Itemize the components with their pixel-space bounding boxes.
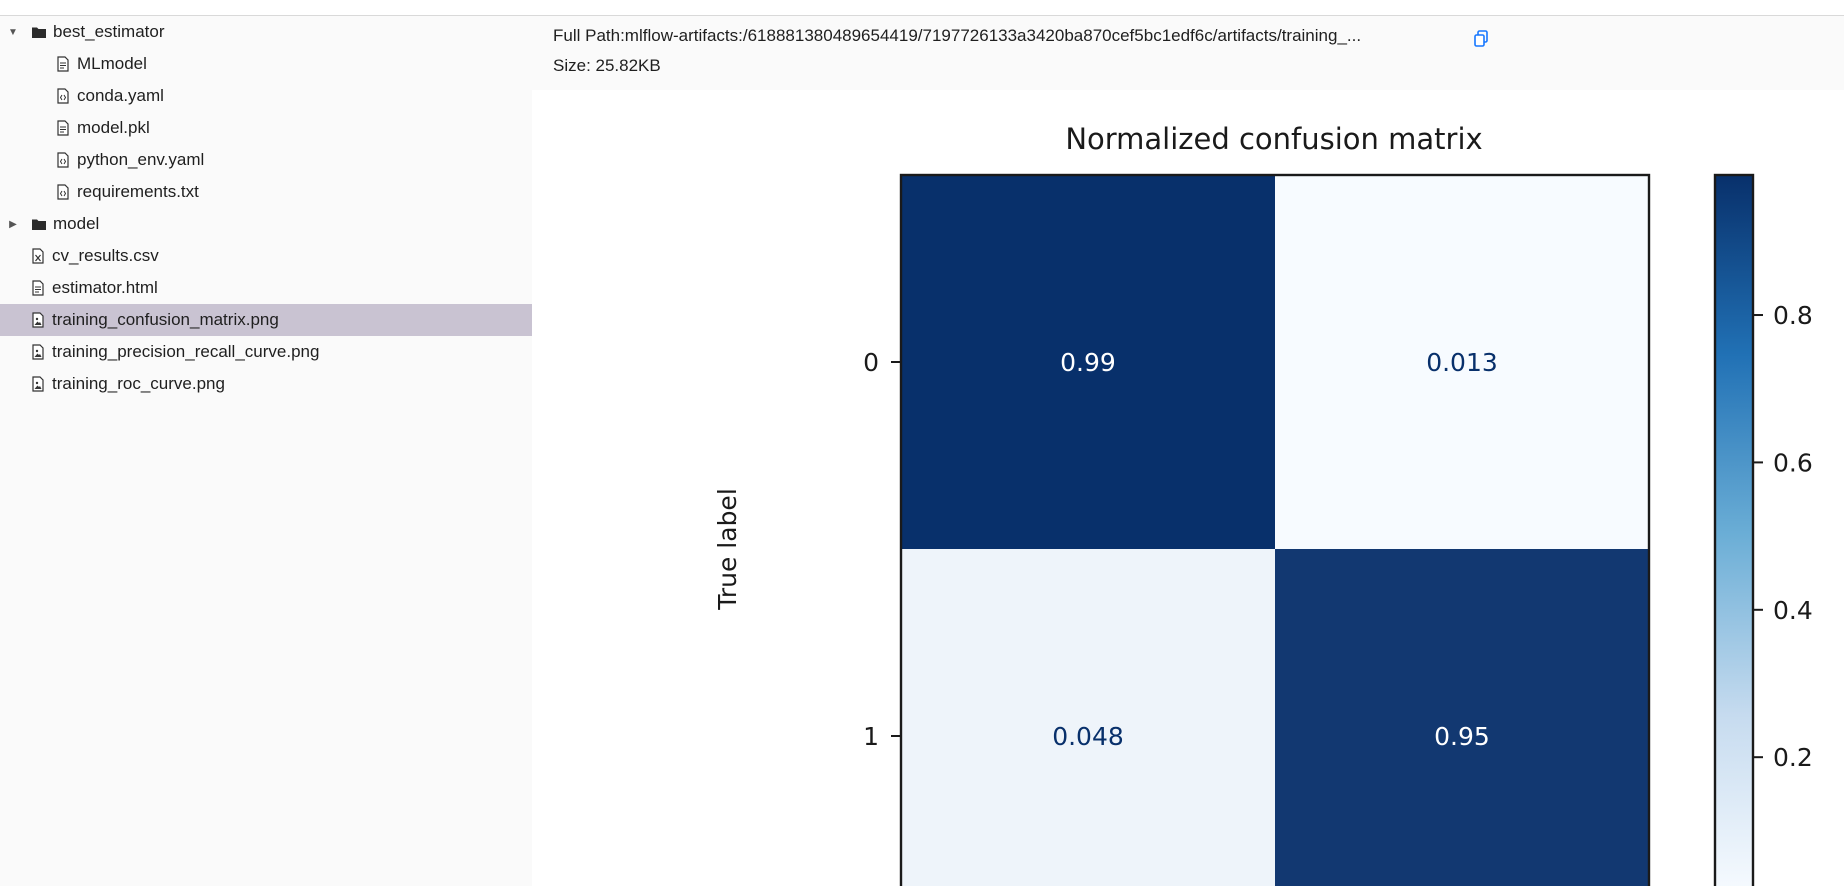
y-tick-label: 0	[863, 348, 879, 377]
colorbar-tick-label: 0.6	[1773, 448, 1813, 477]
tree-file-2[interactable]: conda.yaml	[0, 80, 532, 112]
tree-file-3[interactable]: model.pkl	[0, 112, 532, 144]
tree-file-10[interactable]: training_precision_recall_curve.png	[0, 336, 532, 368]
top-divider	[0, 15, 1844, 16]
matrix-frame	[899, 173, 1651, 891]
colorbar-tick-label: 0.2	[1773, 743, 1813, 772]
artifact-full-path: Full Path:mlflow-artifacts:/618881380489…	[553, 26, 1362, 45]
file-code-icon	[55, 144, 71, 176]
tree-item-label: python_env.yaml	[77, 150, 205, 169]
cell-value-label: 0.99	[1060, 348, 1116, 377]
file-text-icon	[30, 272, 46, 304]
confusion-matrix-chart: Normalized confusion matrix 0.99 0.013 0.0…	[713, 122, 1813, 891]
tree-item-label: training_roc_curve.png	[52, 374, 225, 393]
file-text-icon	[55, 48, 71, 80]
tree-file-8[interactable]: estimator.html	[0, 272, 532, 304]
file-image-icon	[30, 368, 46, 400]
colorbar-tick-label: 0.4	[1773, 596, 1813, 625]
tree-item-label: best_estimator	[53, 22, 165, 41]
colorbar	[1713, 173, 1755, 891]
cell-value-label: 0.013	[1426, 348, 1498, 377]
y-axis-label: True label	[713, 488, 742, 611]
cell-value-label: 0.048	[1052, 722, 1124, 751]
tree-item-label: estimator.html	[52, 278, 158, 297]
tree-item-label: requirements.txt	[77, 182, 199, 201]
file-excel-icon	[30, 240, 46, 272]
cell-value-label: 0.95	[1434, 722, 1490, 751]
file-image-icon	[30, 336, 46, 368]
tree-item-label: cv_results.csv	[52, 246, 159, 265]
tree-file-4[interactable]: python_env.yaml	[0, 144, 532, 176]
tree-item-label: training_precision_recall_curve.png	[52, 342, 320, 361]
image-preview: Normalized confusion matrix 0.99 0.013 0.0…	[532, 90, 1844, 891]
caret-right-icon[interactable]: ▶	[9, 218, 17, 230]
file-code-icon	[55, 80, 71, 112]
tree-file-11[interactable]: training_roc_curve.png	[0, 368, 532, 400]
y-tick-label: 1	[863, 722, 879, 751]
tree-item-label: MLmodel	[77, 54, 147, 73]
chart-title: Normalized confusion matrix	[1065, 122, 1482, 156]
file-image-icon	[30, 304, 46, 336]
caret-down-icon[interactable]: ▼	[8, 26, 18, 38]
colorbar-tick-label: 0.8	[1773, 301, 1813, 330]
tree-item-label: model	[53, 214, 100, 233]
tree-file-7[interactable]: cv_results.csv	[0, 240, 532, 272]
artifact-size: Size: 25.82KB	[553, 56, 661, 75]
tree-item-label: training_confusion_matrix.png	[52, 310, 279, 329]
artifact-tree: ▼ best_estimator MLmodel conda.yaml model.pk…	[0, 16, 532, 886]
tree-file-1[interactable]: MLmodel	[0, 48, 532, 80]
folder-icon	[31, 208, 47, 240]
artifact-info-bar: Full Path:mlflow-artifacts:/618881380489…	[532, 16, 1844, 90]
matrix-cell-0-1	[1275, 175, 1649, 549]
tree-item-label: conda.yaml	[77, 86, 164, 105]
copy-icon[interactable]	[1473, 30, 1489, 48]
matrix-cell-1-0	[901, 549, 1275, 891]
tree-file-5[interactable]: requirements.txt	[0, 176, 532, 208]
tree-file-9[interactable]: training_confusion_matrix.png	[0, 304, 532, 336]
file-text-icon	[55, 112, 71, 144]
tree-folder-6[interactable]: ▶ model	[0, 208, 532, 240]
folder-icon	[31, 16, 47, 48]
tree-item-label: model.pkl	[77, 118, 150, 137]
file-code-icon	[55, 176, 71, 208]
artifact-viewer: Full Path:mlflow-artifacts:/618881380489…	[532, 16, 1844, 891]
matrix-cell-1-1	[1275, 549, 1649, 891]
matrix-cell-0-0	[901, 175, 1275, 549]
tree-folder-0[interactable]: ▼ best_estimator	[0, 16, 532, 48]
